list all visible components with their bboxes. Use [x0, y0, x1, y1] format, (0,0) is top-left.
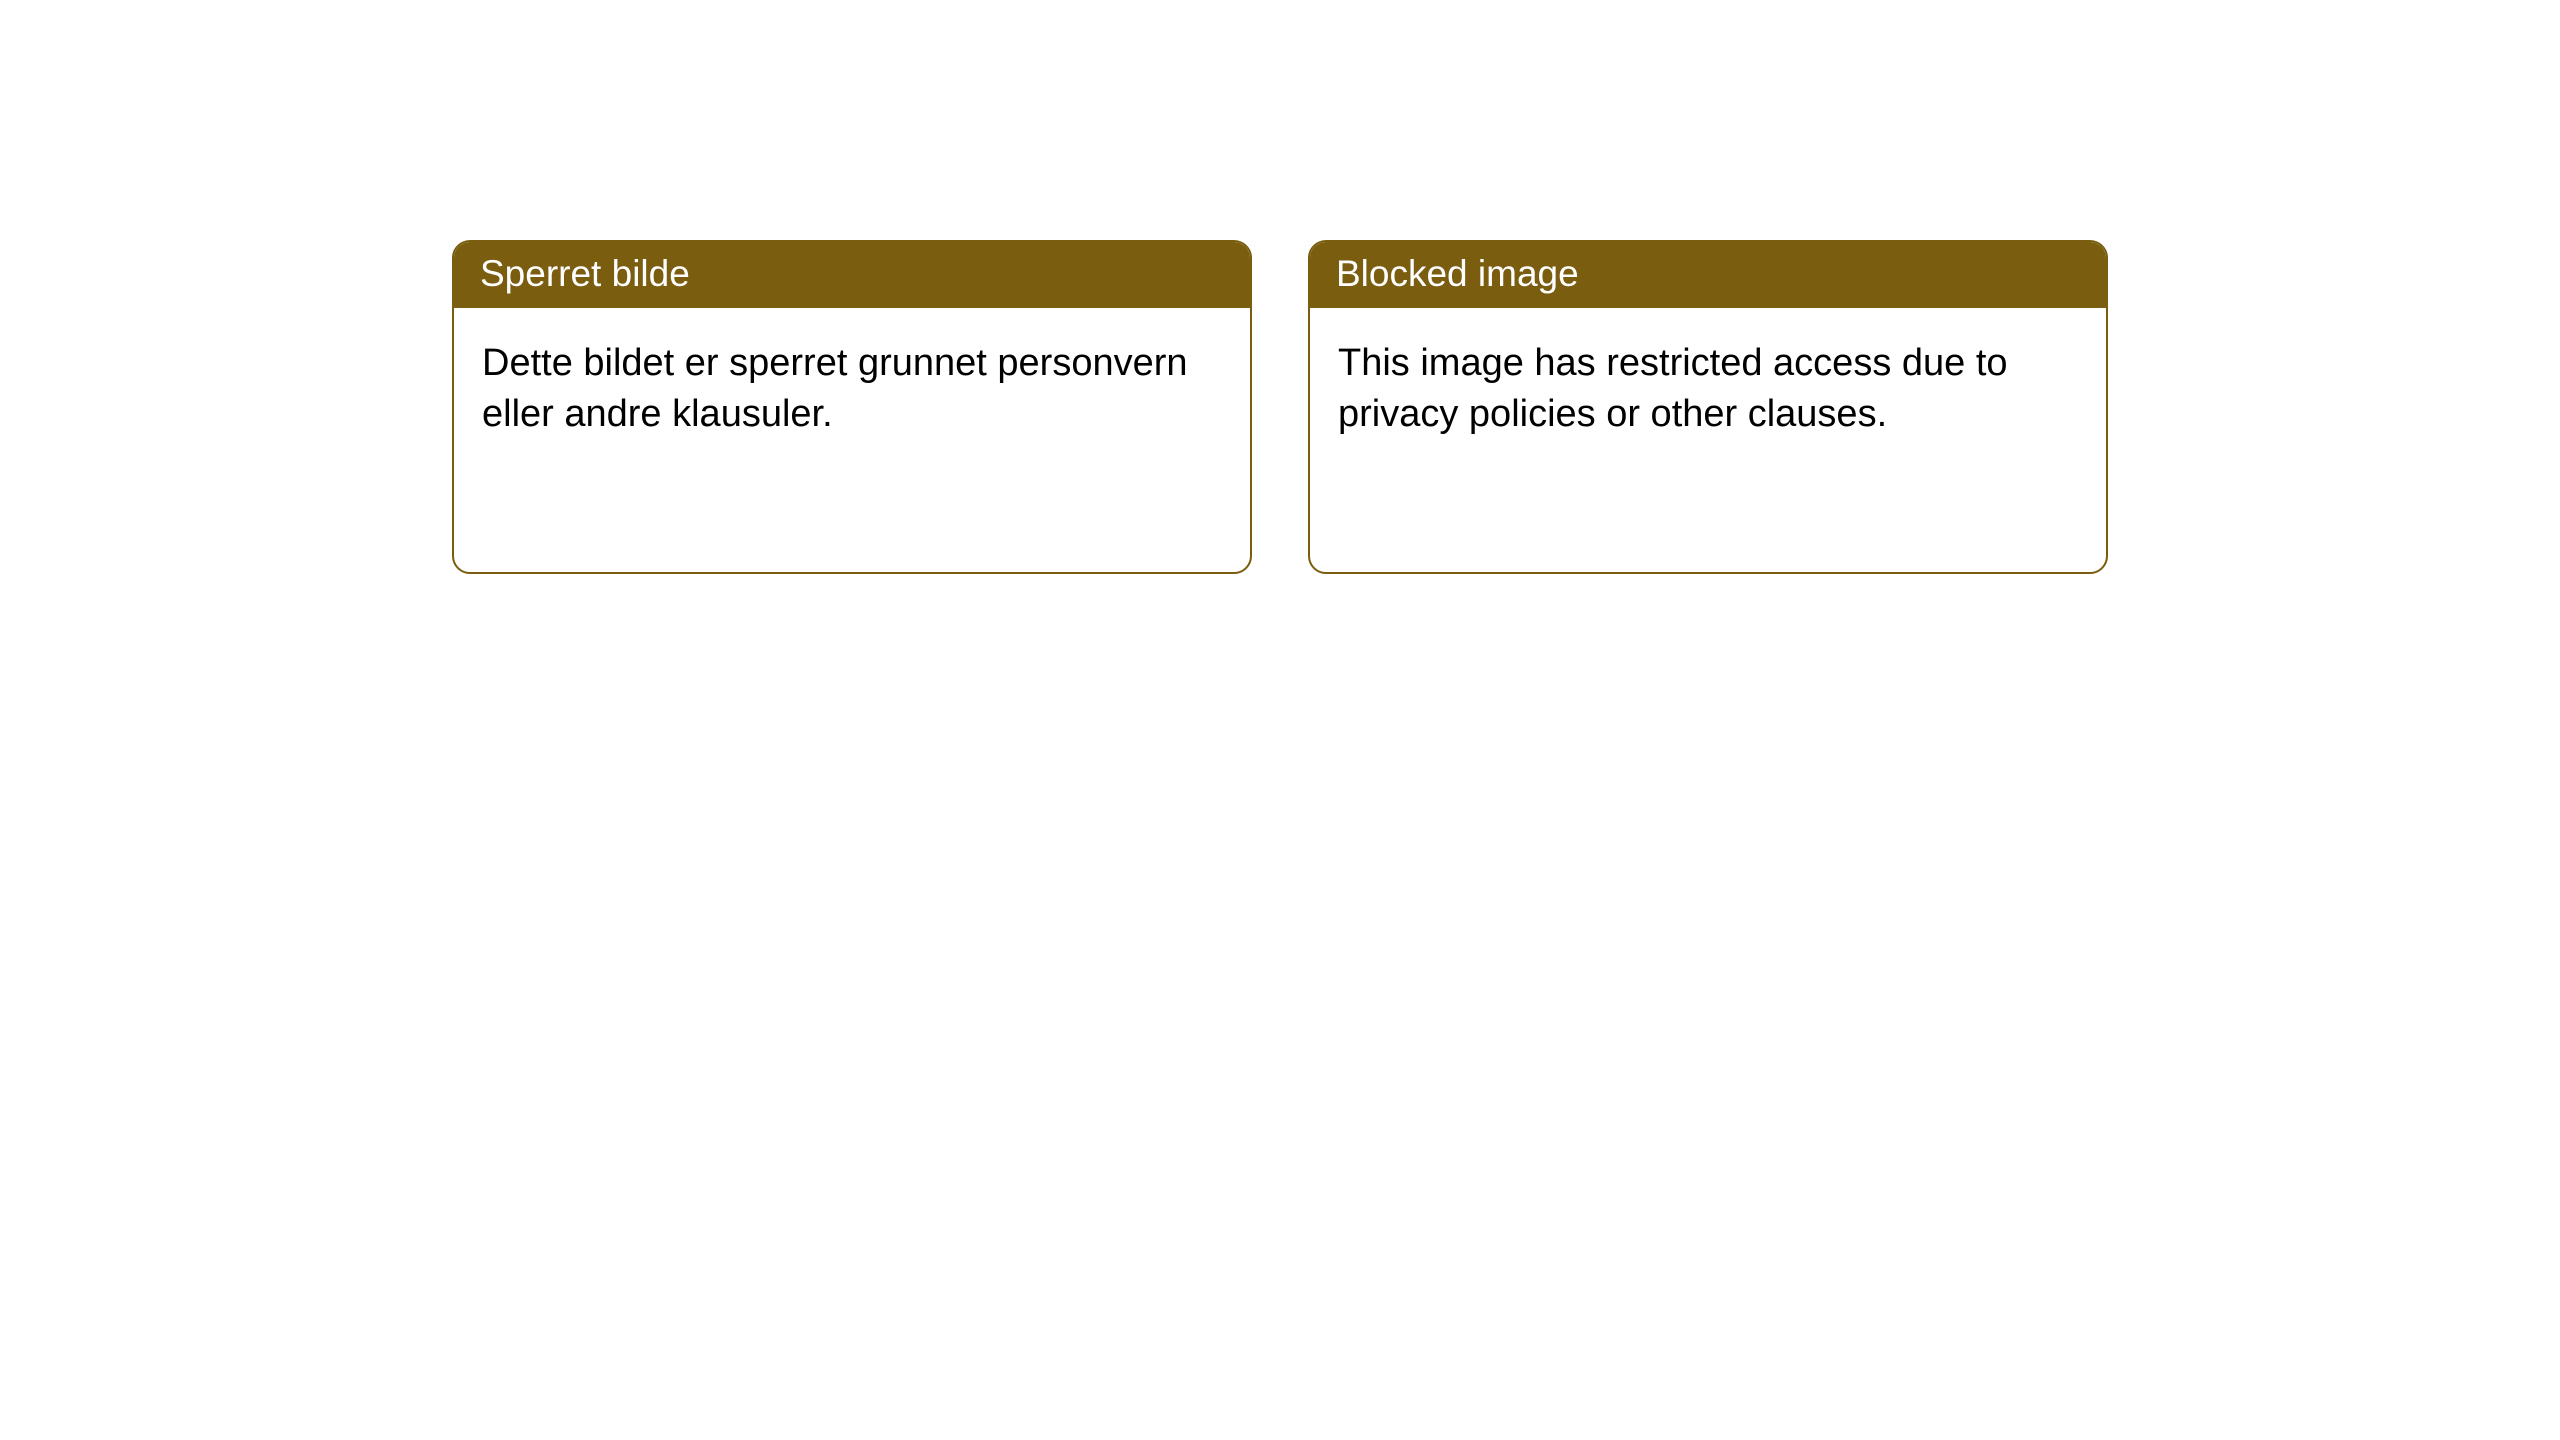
blocked-image-card-no: Sperret bilde Dette bildet er sperret gr… — [452, 240, 1252, 574]
card-container: Sperret bilde Dette bildet er sperret gr… — [0, 0, 2560, 574]
card-header: Sperret bilde — [454, 242, 1250, 308]
blocked-image-card-en: Blocked image This image has restricted … — [1308, 240, 2108, 574]
card-header: Blocked image — [1310, 242, 2106, 308]
card-body: This image has restricted access due to … — [1310, 308, 2106, 471]
card-body: Dette bildet er sperret grunnet personve… — [454, 308, 1250, 471]
